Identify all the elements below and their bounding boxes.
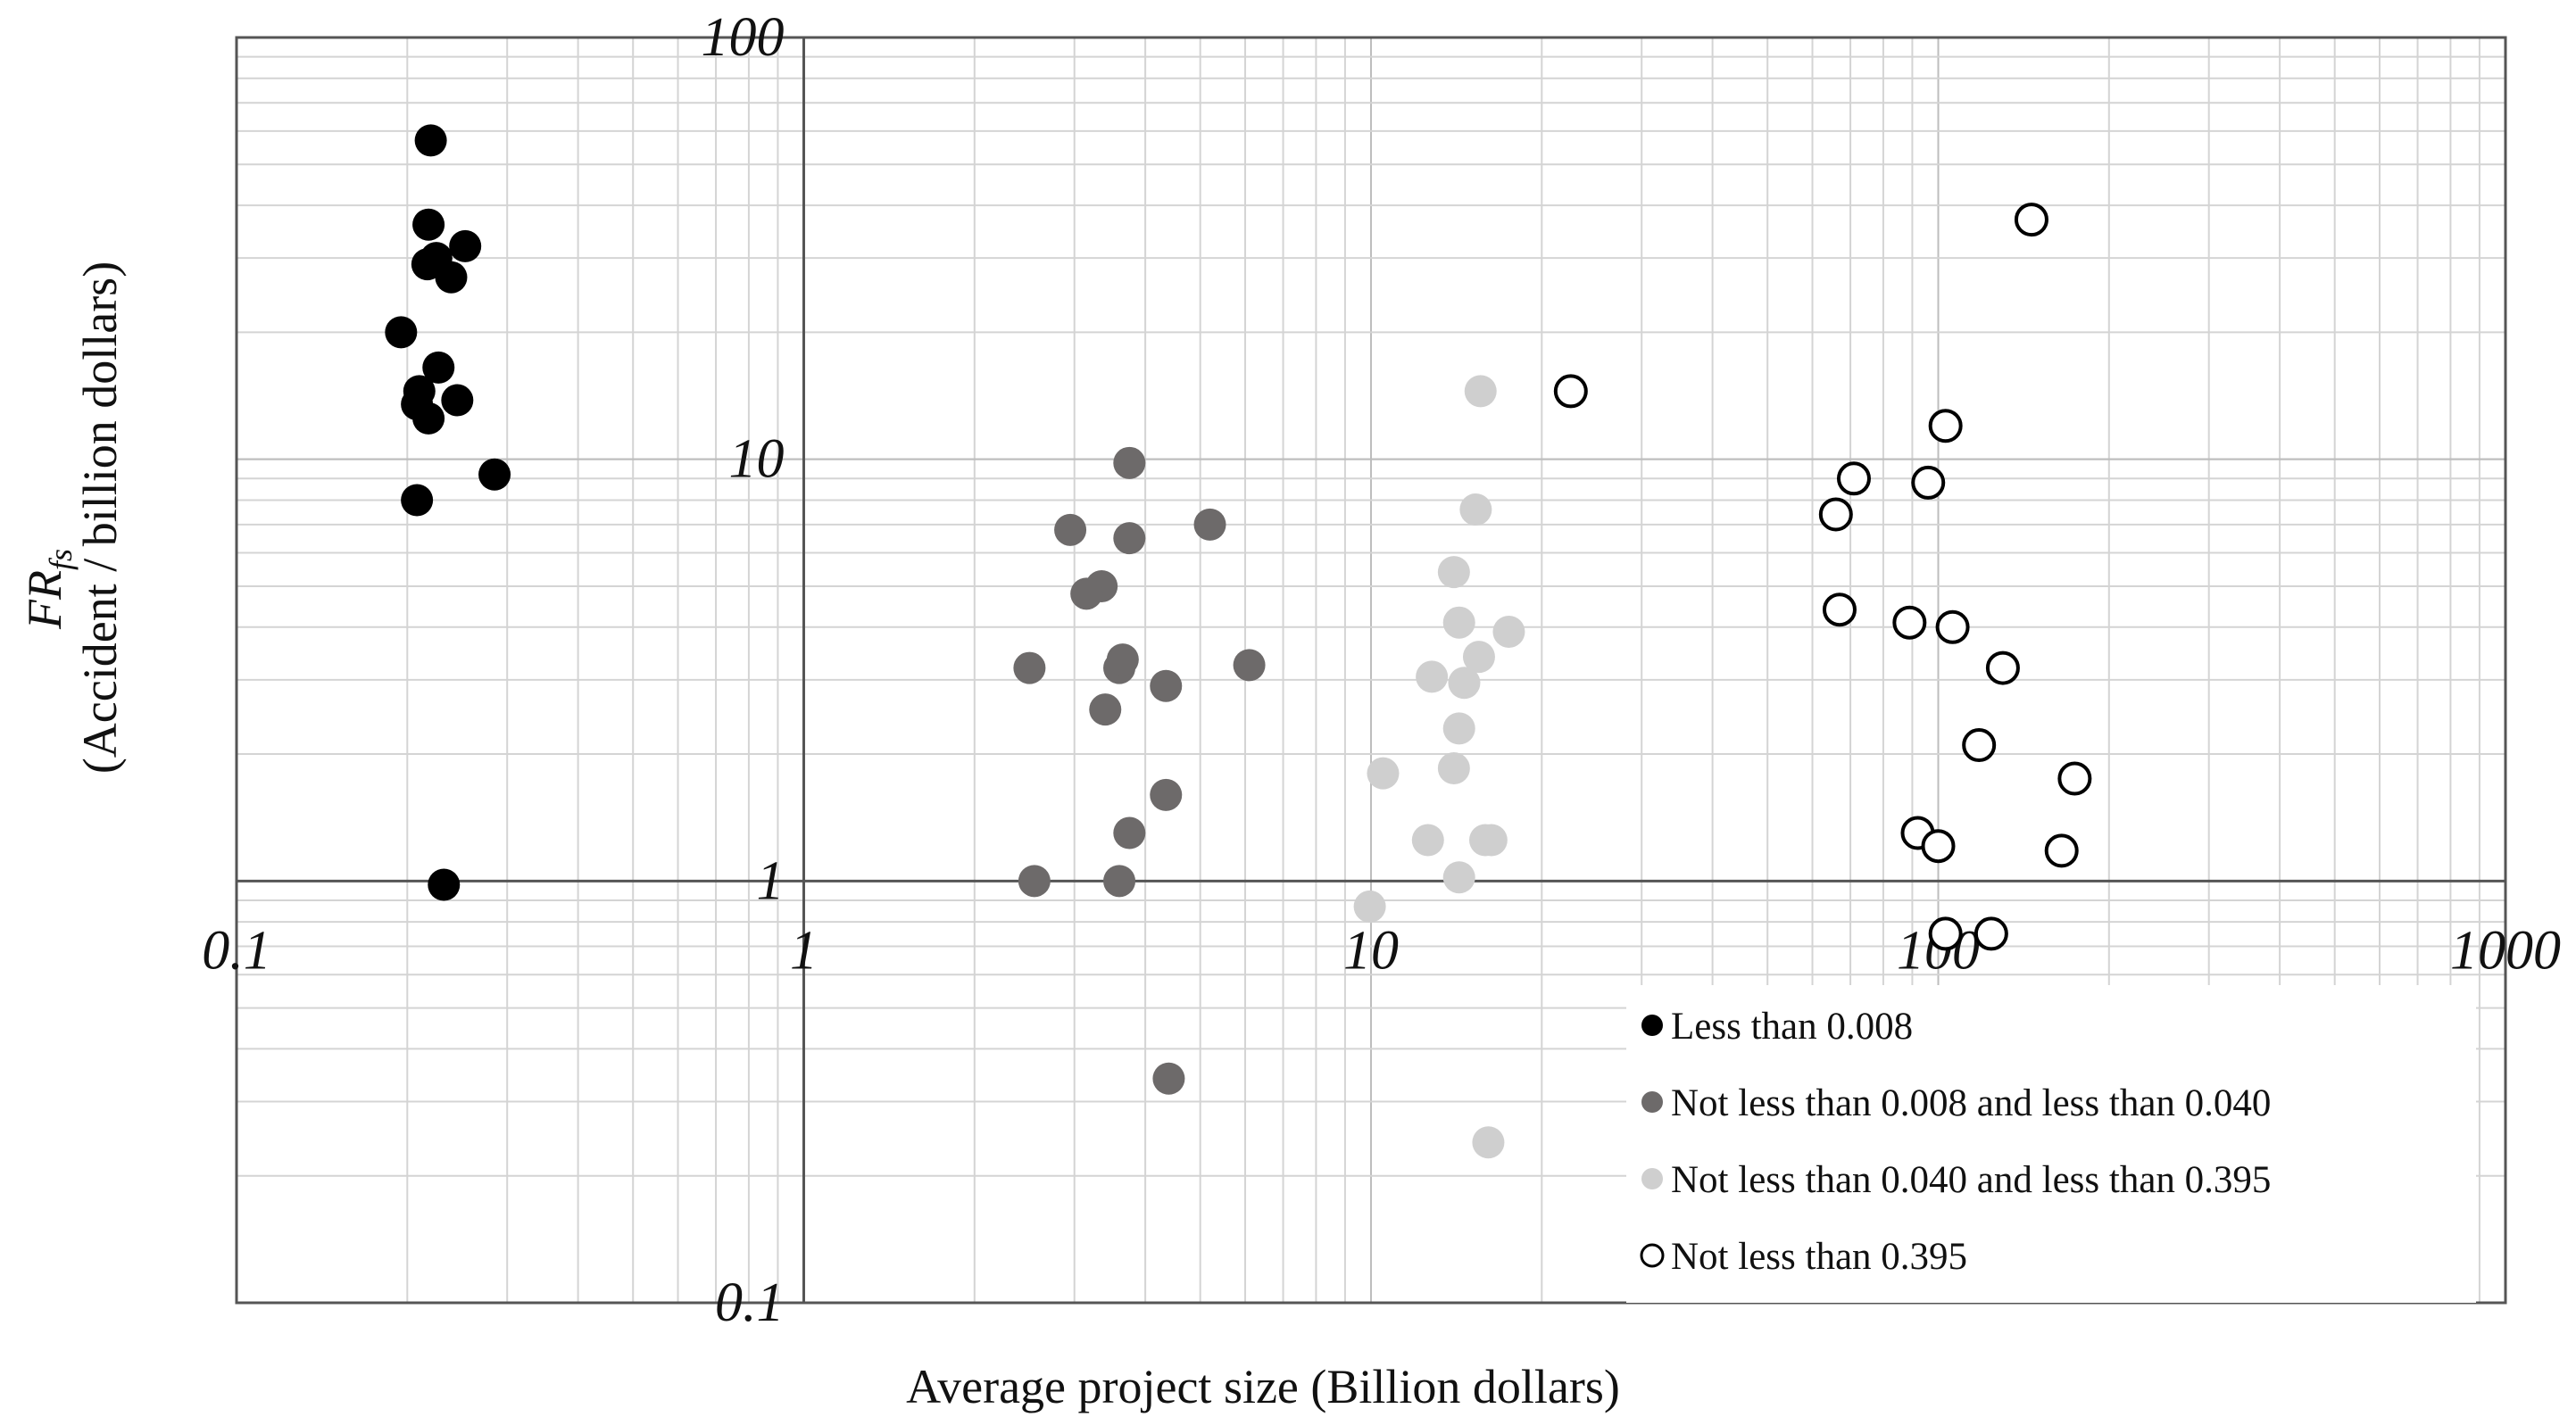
legend-marker bbox=[1641, 1015, 1663, 1036]
data-point-series-4 bbox=[1822, 592, 1857, 627]
data-point-series-3 bbox=[1492, 615, 1525, 648]
data-point-series-1 bbox=[449, 229, 482, 262]
data-point-series-3 bbox=[1353, 890, 1386, 923]
x-tick-label: 0.1 bbox=[202, 920, 271, 981]
data-point-series-1 bbox=[412, 402, 445, 435]
data-point-series-3 bbox=[1472, 1126, 1505, 1159]
data-point-series-4 bbox=[1553, 374, 1588, 409]
data-point-series-3 bbox=[1437, 752, 1470, 785]
data-point-series-2 bbox=[1013, 651, 1046, 684]
data-point-series-4 bbox=[1921, 829, 1956, 864]
data-point-series-3 bbox=[1464, 375, 1497, 408]
legend: Less than 0.008 Not less than 0.008 and l… bbox=[1626, 985, 2476, 1303]
data-points bbox=[385, 124, 2092, 1159]
data-point-series-3 bbox=[1416, 660, 1449, 693]
data-point-series-3 bbox=[1442, 712, 1475, 745]
y-axis-title-main: FR bbox=[18, 570, 71, 630]
legend-box bbox=[1626, 985, 2476, 1303]
data-point-series-2 bbox=[1113, 522, 1146, 555]
legend-entry-label: Less than 0.008 bbox=[1671, 1006, 1913, 1048]
data-point-series-4 bbox=[1985, 650, 2020, 685]
axes bbox=[237, 37, 2505, 1303]
data-point-series-1 bbox=[422, 351, 455, 384]
data-point-series-2 bbox=[1106, 643, 1139, 676]
data-point-series-3 bbox=[1448, 667, 1481, 700]
legend-entry-label: Not less than 0.395 bbox=[1671, 1236, 1967, 1278]
y-axis-title-units: (Accident / billion dollars) bbox=[73, 261, 127, 774]
y-tick-label: 1 bbox=[757, 850, 785, 911]
data-point-series-4 bbox=[1818, 497, 1853, 532]
data-point-series-1 bbox=[385, 316, 418, 349]
data-point-series-2 bbox=[1152, 1062, 1185, 1095]
data-point-series-2 bbox=[1193, 508, 1226, 541]
data-point-series-1 bbox=[412, 208, 445, 241]
data-point-series-1 bbox=[435, 261, 468, 294]
data-point-series-4 bbox=[1911, 465, 1946, 500]
data-point-series-1 bbox=[414, 124, 447, 157]
data-point-series-4 bbox=[1974, 916, 2008, 951]
y-tick-label: 0.1 bbox=[715, 1272, 785, 1333]
data-point-series-4 bbox=[2057, 761, 2092, 796]
legend-marker bbox=[1640, 1243, 1665, 1268]
data-point-series-2 bbox=[1070, 577, 1103, 610]
data-point-series-2 bbox=[1233, 649, 1266, 682]
data-point-series-3 bbox=[1411, 824, 1444, 857]
data-point-series-2 bbox=[1103, 865, 1136, 898]
y-tick-label: 100 bbox=[702, 7, 785, 68]
data-point-series-1 bbox=[478, 458, 511, 491]
legend-marker bbox=[1641, 1091, 1663, 1113]
y-axis-title: FRfs (Accident / billion dollars) bbox=[18, 261, 127, 774]
x-tick-label: 10 bbox=[1343, 920, 1399, 981]
data-point-series-1 bbox=[441, 384, 474, 417]
legend-marker bbox=[1641, 1168, 1663, 1189]
data-point-series-4 bbox=[1836, 461, 1871, 496]
data-point-series-3 bbox=[1462, 641, 1495, 674]
data-point-series-2 bbox=[1113, 816, 1146, 849]
x-axis-title: Average project size (Billion dollars) bbox=[906, 1360, 1620, 1413]
data-point-series-2 bbox=[1150, 669, 1183, 702]
data-point-series-4 bbox=[1892, 605, 1927, 640]
data-point-series-4 bbox=[1928, 409, 1963, 443]
data-point-series-2 bbox=[1113, 446, 1146, 479]
data-point-series-3 bbox=[1475, 824, 1508, 857]
y-tick-label: 10 bbox=[729, 429, 785, 490]
data-point-series-2 bbox=[1089, 693, 1122, 726]
data-point-series-3 bbox=[1442, 606, 1475, 639]
data-point-series-2 bbox=[1150, 778, 1183, 811]
y-axis-title-subscript: fs bbox=[43, 549, 79, 570]
data-point-series-2 bbox=[1054, 513, 1087, 546]
data-point-series-3 bbox=[1437, 556, 1470, 589]
data-point-series-1 bbox=[428, 868, 461, 901]
data-point-series-4 bbox=[1962, 728, 1997, 763]
data-point-series-1 bbox=[401, 484, 434, 517]
x-tick-label: 1 bbox=[790, 920, 818, 981]
data-point-series-3 bbox=[1367, 757, 1400, 790]
data-point-series-4 bbox=[1935, 609, 1970, 644]
data-point-series-3 bbox=[1442, 861, 1475, 894]
legend-entry-label: Not less than 0.008 and less than 0.040 bbox=[1671, 1082, 2271, 1124]
data-point-series-4 bbox=[1928, 916, 1963, 951]
data-point-series-4 bbox=[2044, 833, 2079, 868]
data-point-series-2 bbox=[1018, 865, 1051, 898]
x-tick-label: 1000 bbox=[2450, 920, 2561, 981]
legend-entry-label: Not less than 0.040 and less than 0.395 bbox=[1671, 1159, 2271, 1201]
plot-area-border bbox=[235, 36, 2507, 1305]
data-point-series-4 bbox=[2014, 203, 2048, 237]
svg-text:FRfs: FRfs bbox=[18, 549, 79, 630]
data-point-series-3 bbox=[1459, 493, 1492, 526]
